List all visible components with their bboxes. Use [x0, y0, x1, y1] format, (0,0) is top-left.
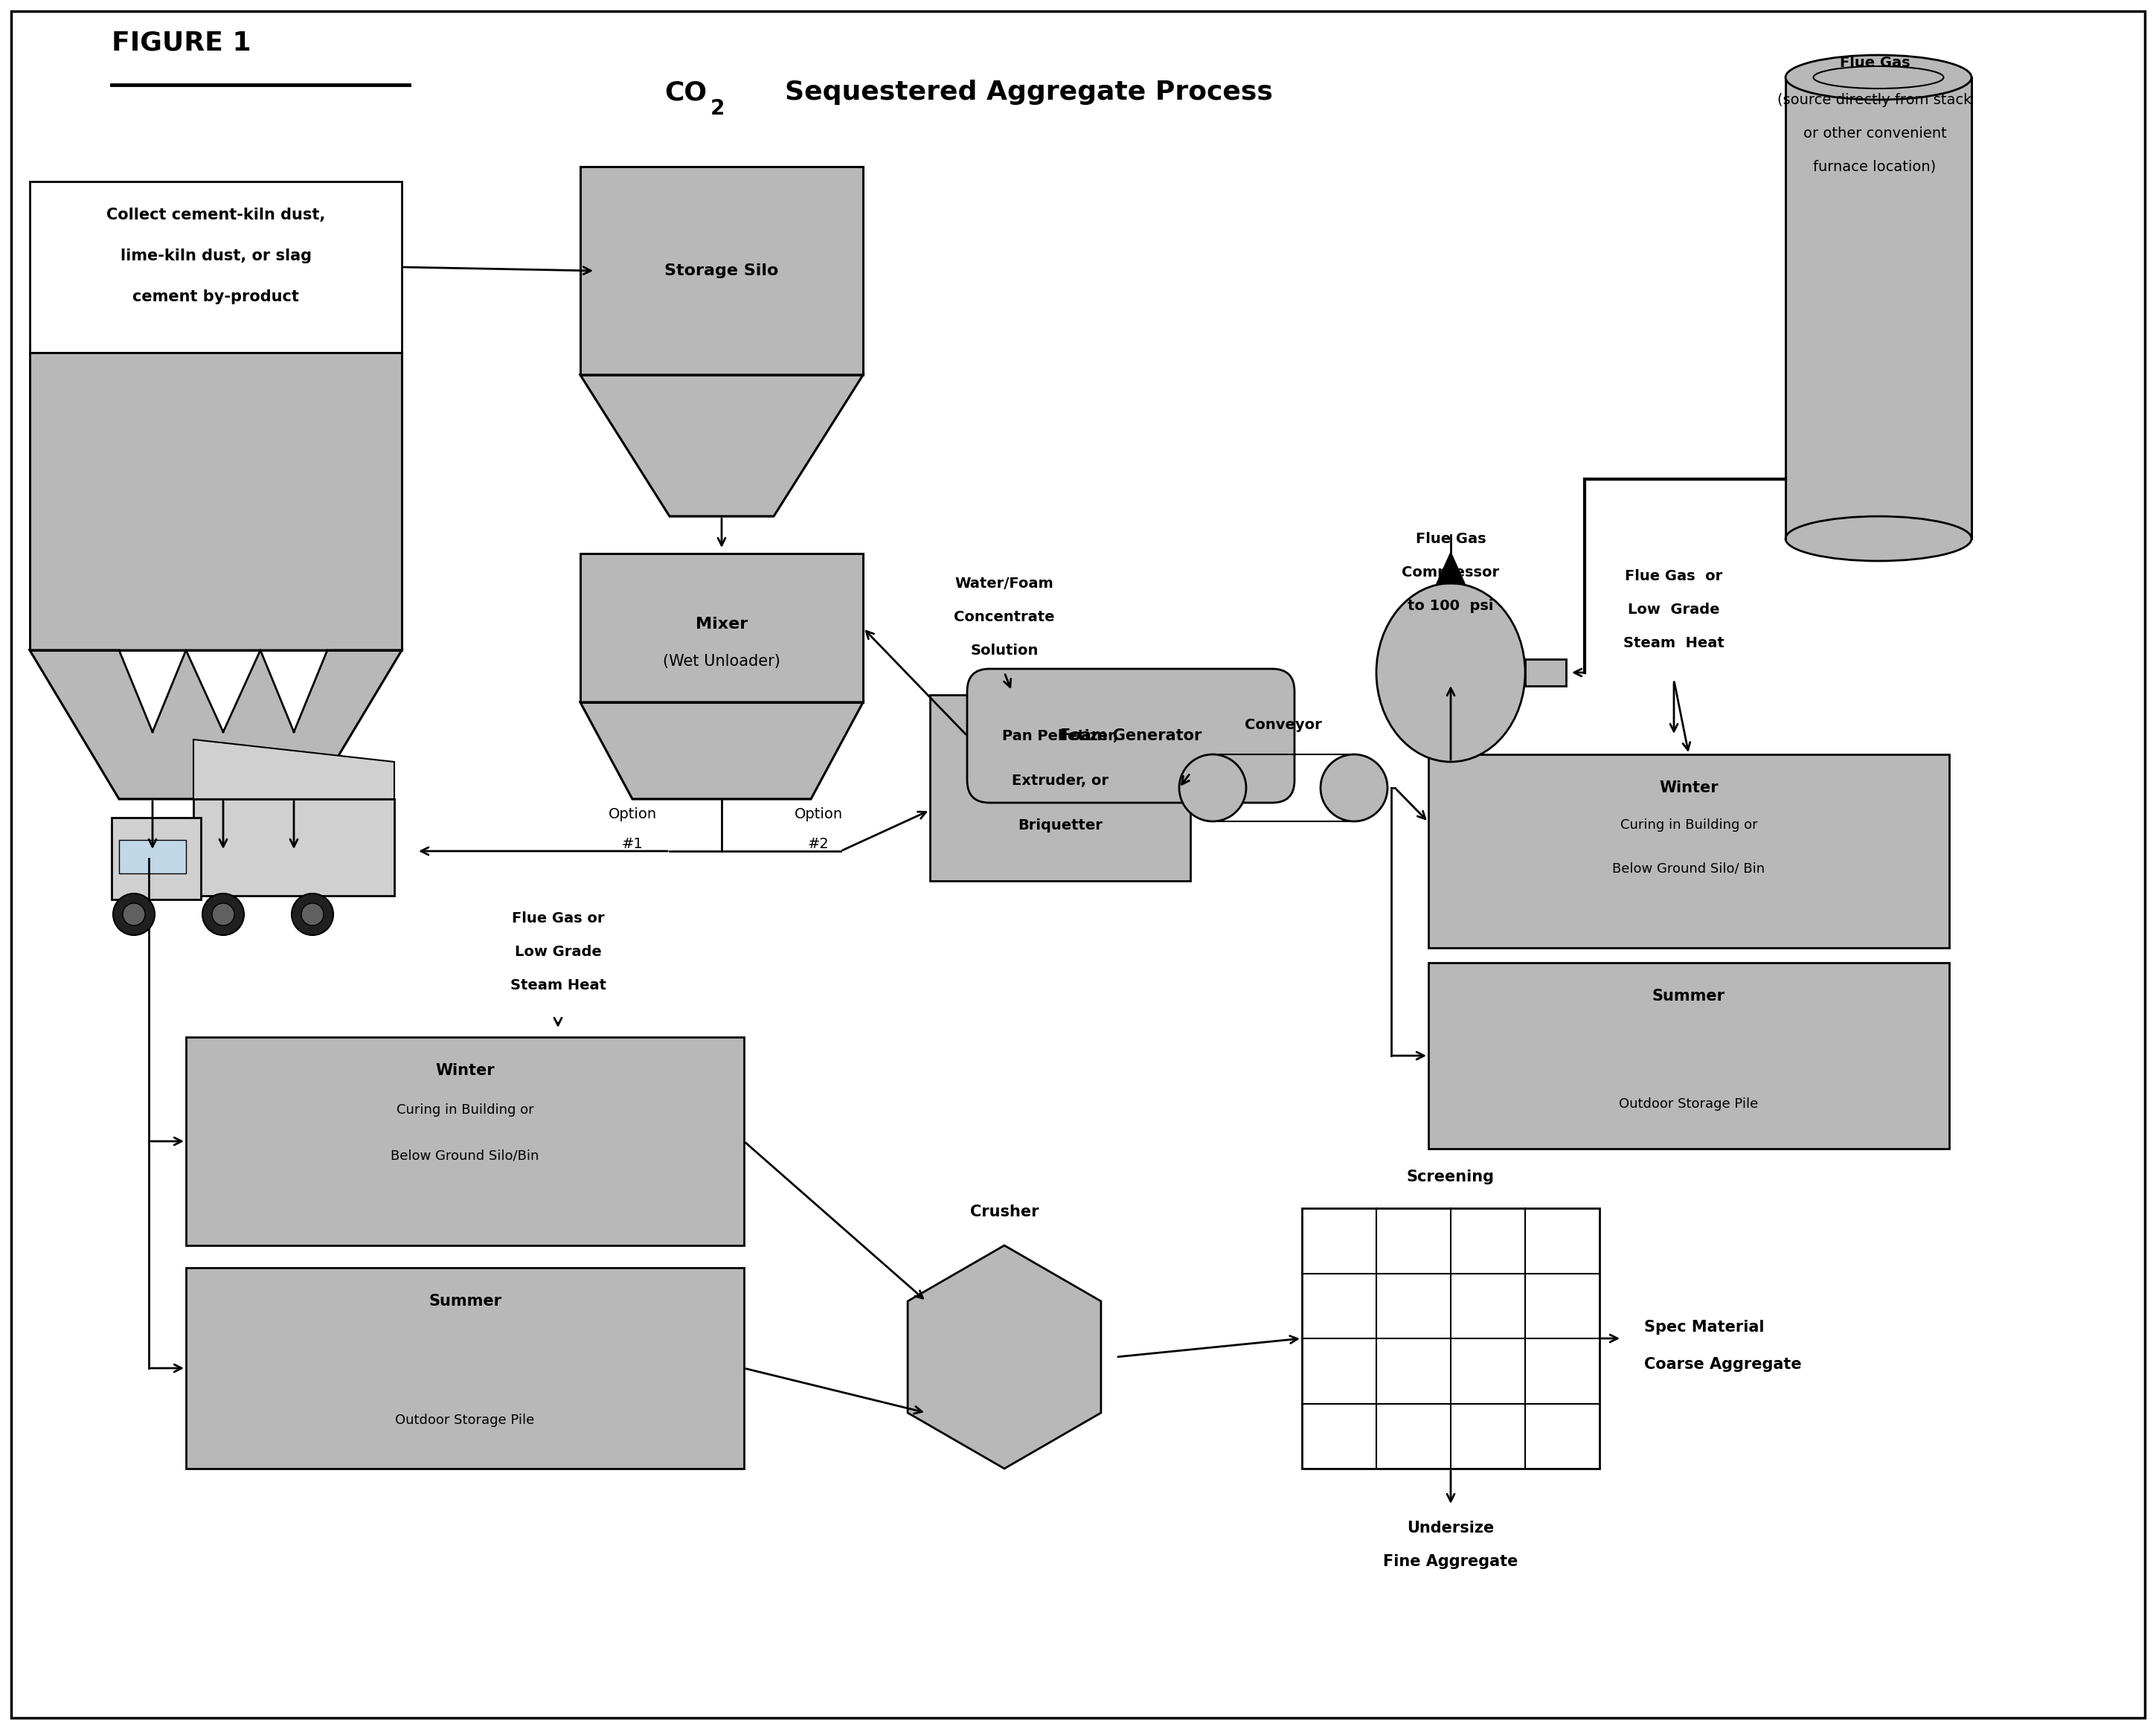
Text: Collect cement-kiln dust,: Collect cement-kiln dust,: [106, 207, 326, 223]
Polygon shape: [30, 650, 401, 799]
Circle shape: [291, 894, 334, 935]
Text: Briquetter: Briquetter: [1018, 818, 1102, 832]
Text: or other convenient: or other convenient: [1802, 126, 1947, 140]
Polygon shape: [1438, 553, 1464, 583]
FancyBboxPatch shape: [580, 166, 862, 375]
FancyBboxPatch shape: [185, 1037, 744, 1245]
FancyBboxPatch shape: [1429, 963, 1949, 1148]
Text: Flue Gas: Flue Gas: [1839, 55, 1910, 69]
Polygon shape: [30, 353, 401, 650]
FancyBboxPatch shape: [30, 182, 401, 353]
Text: Summer: Summer: [1651, 989, 1725, 1003]
Polygon shape: [580, 375, 862, 517]
Text: Spec Material: Spec Material: [1645, 1319, 1764, 1335]
Text: lime-kiln dust, or slag: lime-kiln dust, or slag: [121, 249, 310, 263]
Text: Below Ground Silo/ Bin: Below Ground Silo/ Bin: [1613, 861, 1766, 875]
Text: (source directly from stack: (source directly from stack: [1777, 93, 1973, 107]
Circle shape: [1179, 754, 1246, 821]
FancyBboxPatch shape: [194, 799, 395, 896]
Text: Pan Pelletizer,: Pan Pelletizer,: [1003, 728, 1119, 743]
Text: Mixer: Mixer: [696, 617, 748, 631]
Polygon shape: [580, 702, 862, 799]
Text: Sequestered Aggregate Process: Sequestered Aggregate Process: [785, 80, 1272, 105]
Text: Outdoor Storage Pile: Outdoor Storage Pile: [395, 1414, 535, 1426]
Text: Conveyor: Conveyor: [1244, 718, 1322, 731]
Ellipse shape: [1376, 583, 1524, 762]
Text: Storage Silo: Storage Silo: [664, 263, 778, 278]
FancyBboxPatch shape: [1524, 659, 1565, 686]
Circle shape: [203, 894, 244, 935]
Text: #1: #1: [621, 837, 642, 851]
Text: Undersize: Undersize: [1408, 1522, 1494, 1535]
Polygon shape: [261, 650, 328, 731]
Text: (Wet Unloader): (Wet Unloader): [662, 654, 780, 669]
Text: cement by-product: cement by-product: [132, 289, 300, 304]
Polygon shape: [119, 650, 185, 731]
FancyBboxPatch shape: [112, 818, 201, 899]
Text: Option: Option: [608, 807, 658, 821]
Ellipse shape: [1785, 55, 1971, 100]
FancyBboxPatch shape: [929, 695, 1190, 880]
FancyBboxPatch shape: [1302, 1209, 1600, 1468]
Text: #2: #2: [808, 837, 830, 851]
Text: Curing in Building or: Curing in Building or: [397, 1103, 535, 1117]
Text: Solution: Solution: [970, 643, 1039, 657]
Text: to 100  psi: to 100 psi: [1408, 598, 1494, 612]
FancyBboxPatch shape: [968, 669, 1294, 802]
Text: Screening: Screening: [1408, 1169, 1494, 1184]
Circle shape: [112, 894, 155, 935]
Text: Curing in Building or: Curing in Building or: [1619, 818, 1757, 832]
Text: FIGURE 1: FIGURE 1: [112, 29, 252, 55]
Text: Steam  Heat: Steam Heat: [1623, 636, 1725, 650]
Text: Steam Heat: Steam Heat: [511, 979, 606, 992]
Text: Flue Gas or: Flue Gas or: [511, 911, 604, 925]
Ellipse shape: [1785, 517, 1971, 560]
Circle shape: [123, 903, 144, 925]
FancyBboxPatch shape: [1429, 754, 1949, 947]
Text: Foam Generator: Foam Generator: [1061, 728, 1201, 743]
Circle shape: [1319, 754, 1388, 821]
Text: Outdoor Storage Pile: Outdoor Storage Pile: [1619, 1098, 1759, 1110]
FancyBboxPatch shape: [1785, 78, 1971, 539]
Text: Low Grade: Low Grade: [515, 944, 602, 958]
Text: Crusher: Crusher: [970, 1205, 1039, 1219]
Text: Concentrate: Concentrate: [953, 610, 1054, 624]
Circle shape: [302, 903, 323, 925]
Text: Low  Grade: Low Grade: [1628, 602, 1720, 616]
FancyBboxPatch shape: [580, 553, 862, 702]
Text: Coarse Aggregate: Coarse Aggregate: [1645, 1357, 1802, 1371]
Text: Compressor: Compressor: [1401, 565, 1501, 579]
FancyBboxPatch shape: [185, 1267, 744, 1468]
FancyBboxPatch shape: [119, 840, 185, 873]
Text: 2: 2: [711, 99, 724, 119]
Text: Flue Gas  or: Flue Gas or: [1626, 569, 1723, 583]
Text: Winter: Winter: [436, 1063, 494, 1077]
Text: Extruder, or: Extruder, or: [1011, 773, 1108, 787]
Polygon shape: [194, 740, 395, 799]
Text: Below Ground Silo/Bin: Below Ground Silo/Bin: [390, 1150, 539, 1164]
Circle shape: [211, 903, 235, 925]
Text: Winter: Winter: [1660, 780, 1718, 795]
Text: Fine Aggregate: Fine Aggregate: [1384, 1554, 1518, 1568]
Text: Flue Gas: Flue Gas: [1416, 531, 1485, 546]
Text: Water/Foam: Water/Foam: [955, 576, 1054, 590]
Polygon shape: [185, 650, 261, 731]
Text: Summer: Summer: [429, 1293, 502, 1309]
Text: CO: CO: [664, 80, 707, 105]
Text: Option: Option: [793, 807, 843, 821]
Text: furnace location): furnace location): [1813, 159, 1936, 173]
Polygon shape: [908, 1245, 1102, 1468]
FancyBboxPatch shape: [11, 10, 2145, 1719]
